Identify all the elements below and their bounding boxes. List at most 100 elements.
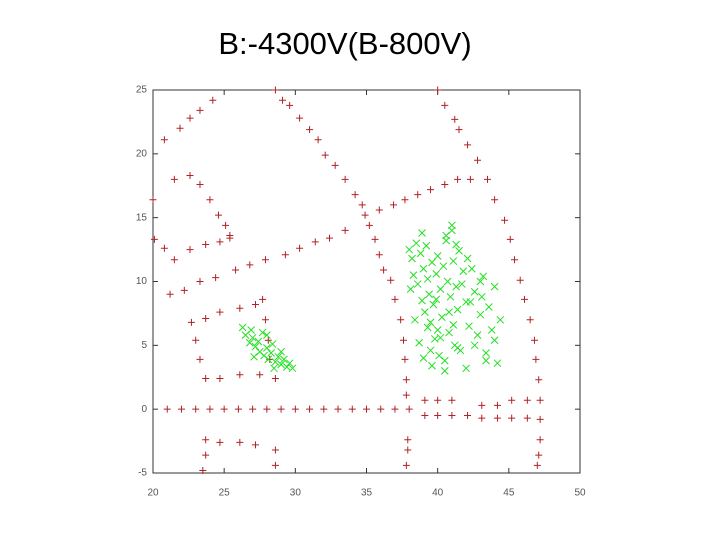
point: [263, 331, 271, 339]
point: [391, 295, 399, 303]
point: [325, 234, 333, 242]
point: [526, 316, 534, 324]
point: [482, 349, 490, 357]
point: [321, 151, 329, 159]
point: [404, 436, 412, 444]
point: [166, 290, 174, 298]
point: [535, 376, 543, 384]
point: [421, 308, 429, 316]
point: [202, 375, 210, 383]
point: [536, 415, 544, 423]
point: [196, 355, 204, 363]
x-tick-label: 20: [147, 488, 159, 499]
point: [375, 251, 383, 259]
point: [418, 296, 426, 305]
point: [426, 346, 435, 355]
point: [390, 201, 398, 209]
point: [216, 308, 224, 316]
point: [400, 336, 408, 344]
point: [296, 114, 304, 122]
point: [405, 405, 413, 413]
point: [440, 356, 449, 365]
point: [419, 264, 428, 273]
point: [202, 315, 210, 323]
point: [452, 282, 461, 291]
point: [261, 316, 269, 324]
point: [266, 355, 274, 363]
point: [441, 101, 449, 109]
point: [490, 336, 499, 345]
point: [206, 196, 214, 204]
point: [186, 114, 194, 122]
point: [536, 396, 544, 404]
point: [377, 405, 385, 413]
point: [482, 356, 490, 365]
point: [411, 315, 419, 324]
point: [234, 405, 242, 413]
point: [419, 354, 428, 362]
point: [465, 322, 473, 331]
point: [361, 211, 369, 219]
y-tick-label: 10: [136, 276, 148, 287]
point: [501, 216, 509, 224]
point: [404, 446, 412, 454]
point: [238, 323, 247, 332]
point: [261, 256, 269, 264]
point: [433, 326, 442, 334]
point: [216, 375, 224, 383]
point: [306, 126, 314, 134]
point: [402, 461, 410, 469]
chart-title: B:-4300V(B-800V): [218, 26, 471, 61]
point: [427, 186, 435, 194]
point: [176, 124, 184, 132]
point: [277, 360, 285, 369]
point: [256, 371, 264, 379]
point: [259, 295, 267, 303]
point: [279, 96, 287, 104]
point: [160, 136, 168, 144]
point: [414, 191, 422, 199]
point: [216, 438, 224, 446]
point: [186, 246, 194, 254]
point: [476, 310, 485, 319]
point: [493, 359, 502, 368]
point: [508, 414, 516, 422]
point: [523, 396, 531, 404]
x-tick-label: 40: [432, 488, 444, 499]
point: [421, 412, 429, 420]
point: [535, 451, 543, 459]
point: [466, 175, 474, 183]
point: [485, 303, 493, 311]
point: [216, 238, 224, 246]
point: [196, 180, 204, 188]
point: [209, 96, 217, 104]
point: [149, 196, 157, 204]
point: [432, 295, 441, 304]
point: [246, 261, 254, 269]
point: [220, 405, 228, 413]
point: [433, 252, 442, 260]
point: [470, 341, 479, 350]
point: [206, 405, 214, 413]
point: [291, 405, 299, 413]
point: [186, 172, 194, 180]
point: [306, 405, 314, 413]
x-tick-label: 45: [503, 488, 515, 499]
point: [311, 238, 319, 246]
point: [493, 401, 501, 409]
point: [470, 287, 479, 296]
point: [236, 371, 244, 379]
point: [438, 313, 446, 322]
point: [477, 292, 486, 301]
point: [341, 175, 349, 183]
point: [464, 141, 472, 149]
point: [401, 355, 409, 363]
x-tick-label: 50: [574, 488, 586, 499]
point: [467, 264, 476, 273]
point: [351, 191, 359, 199]
point: [490, 282, 499, 291]
point: [455, 247, 463, 255]
point: [202, 436, 210, 444]
point: [530, 336, 538, 344]
